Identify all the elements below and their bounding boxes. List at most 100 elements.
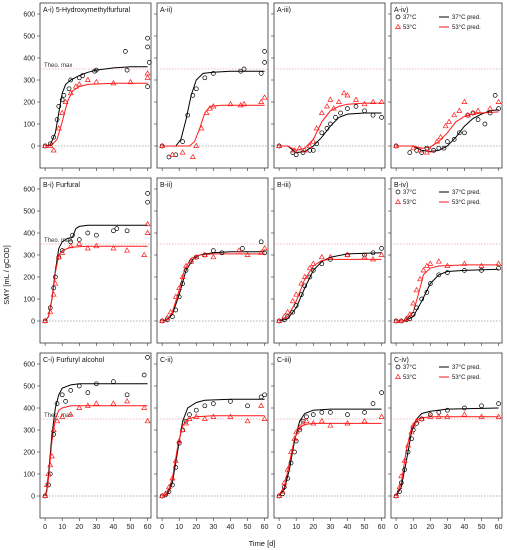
point-53c xyxy=(144,70,151,76)
point-53c xyxy=(47,142,54,148)
point-53c xyxy=(193,413,200,419)
panel-3-3: 0 10 20 30 40 50 60 C-iii) xyxy=(271,352,386,531)
point-37c xyxy=(462,405,467,411)
point-53c xyxy=(451,111,458,118)
point-37c xyxy=(219,250,225,256)
point-53c xyxy=(301,273,308,279)
panel-1-2: A-ii) xyxy=(154,2,269,171)
point-53c xyxy=(310,260,317,266)
x-tick-label: 50 xyxy=(244,524,252,531)
point-37c xyxy=(427,281,433,286)
point-53c xyxy=(52,280,59,286)
point-53c xyxy=(296,144,303,151)
point-53c xyxy=(335,98,342,104)
point-53c xyxy=(288,448,295,454)
x-tick-label: 10 xyxy=(175,524,183,531)
panel-label: C-ii) xyxy=(160,357,173,364)
point-53c xyxy=(393,142,400,148)
point-37c xyxy=(176,440,182,446)
legend: 37°C 53°C 37°C pred. 53°C pred. xyxy=(394,189,481,206)
point-53c xyxy=(313,125,320,131)
point-37c xyxy=(190,93,196,98)
point-53c xyxy=(144,220,151,227)
panel-2-1: Theo. max 0 100 200 300 400 500 600 B-i) Furfura… xyxy=(23,177,152,346)
point-53c xyxy=(235,247,242,253)
point-37c xyxy=(409,436,414,442)
panel-label: C-i) Furfuryl alcohol xyxy=(43,357,105,364)
point-37c xyxy=(427,412,433,417)
point-37c xyxy=(258,71,264,76)
point-37c xyxy=(293,303,299,308)
point-53c xyxy=(442,122,449,129)
point-37c xyxy=(170,482,175,488)
panel-1-3: A-iii) xyxy=(271,2,386,171)
point-37c xyxy=(328,121,333,127)
point-53c xyxy=(144,74,151,80)
point-37c xyxy=(445,139,450,144)
point-53c xyxy=(127,78,134,85)
point-53c xyxy=(186,415,193,421)
point-37c xyxy=(319,130,325,136)
point-53c xyxy=(172,457,179,463)
point-53c xyxy=(54,417,61,424)
x-tick-label: 20 xyxy=(75,524,83,531)
panel-frame xyxy=(390,177,503,344)
point-37c xyxy=(141,372,147,378)
point-37c xyxy=(238,68,244,74)
point-37c xyxy=(94,232,99,238)
panel-2-4: B-iv)37°C 53°C 37°C pred. 53°C pred. xyxy=(388,177,503,346)
point-37c xyxy=(183,268,189,273)
point-53c xyxy=(398,472,405,479)
point-37c xyxy=(123,49,128,54)
point-37c xyxy=(262,49,267,54)
panel-3-1: Theo. max 0 100 200 300 400 500 600 0 10 20 30 40 50 6… xyxy=(23,352,152,531)
fit-line-53c xyxy=(161,415,265,497)
point-37c xyxy=(262,392,267,398)
point-53c xyxy=(193,142,200,148)
x-tick-label: 20 xyxy=(192,524,200,531)
point-53c xyxy=(408,428,415,435)
x-tick-label: 60 xyxy=(378,524,386,531)
fit-line-37c xyxy=(45,66,148,147)
point-53c xyxy=(279,488,286,494)
point-53c xyxy=(43,481,50,487)
point-53c xyxy=(410,422,417,428)
point-53c xyxy=(124,247,131,253)
point-53c xyxy=(258,249,265,255)
legend-label-53c-pred: 53°C pred. xyxy=(452,200,481,206)
panel-3-4: 0 10 20 30 40 50 60 C-iv)37°C 53°C 37°C pred. 53°C… xyxy=(388,352,503,531)
legend-marker-37c xyxy=(395,189,401,195)
point-37c xyxy=(324,126,330,131)
point-53c xyxy=(417,147,424,153)
x-tick-label: 10 xyxy=(58,524,66,531)
x-tick-label: 30 xyxy=(92,524,100,531)
point-53c xyxy=(50,426,57,432)
legend-label-53c: 53°C xyxy=(403,25,417,31)
point-53c xyxy=(162,490,169,496)
panel-frame xyxy=(39,177,152,344)
point-53c xyxy=(110,400,117,406)
point-53c xyxy=(330,105,337,111)
point-53c xyxy=(293,428,300,435)
point-37c xyxy=(68,77,74,83)
point-53c xyxy=(393,492,400,498)
point-53c xyxy=(201,251,208,257)
point-37c xyxy=(462,268,467,273)
x-tick-label: 0 xyxy=(277,524,281,531)
point-37c xyxy=(482,121,488,127)
point-53c xyxy=(159,142,166,148)
point-53c xyxy=(495,260,502,266)
point-37c xyxy=(202,75,208,81)
point-53c xyxy=(227,413,234,419)
point-37c xyxy=(479,403,484,409)
legend-marker-53c xyxy=(394,23,402,29)
point-37c xyxy=(211,248,216,253)
point-53c xyxy=(189,153,196,159)
point-53c xyxy=(446,118,453,124)
point-53c xyxy=(293,291,300,297)
point-53c xyxy=(291,147,298,153)
point-37c xyxy=(487,110,493,116)
point-37c xyxy=(262,60,267,65)
x-tick-label: 40 xyxy=(110,524,118,531)
